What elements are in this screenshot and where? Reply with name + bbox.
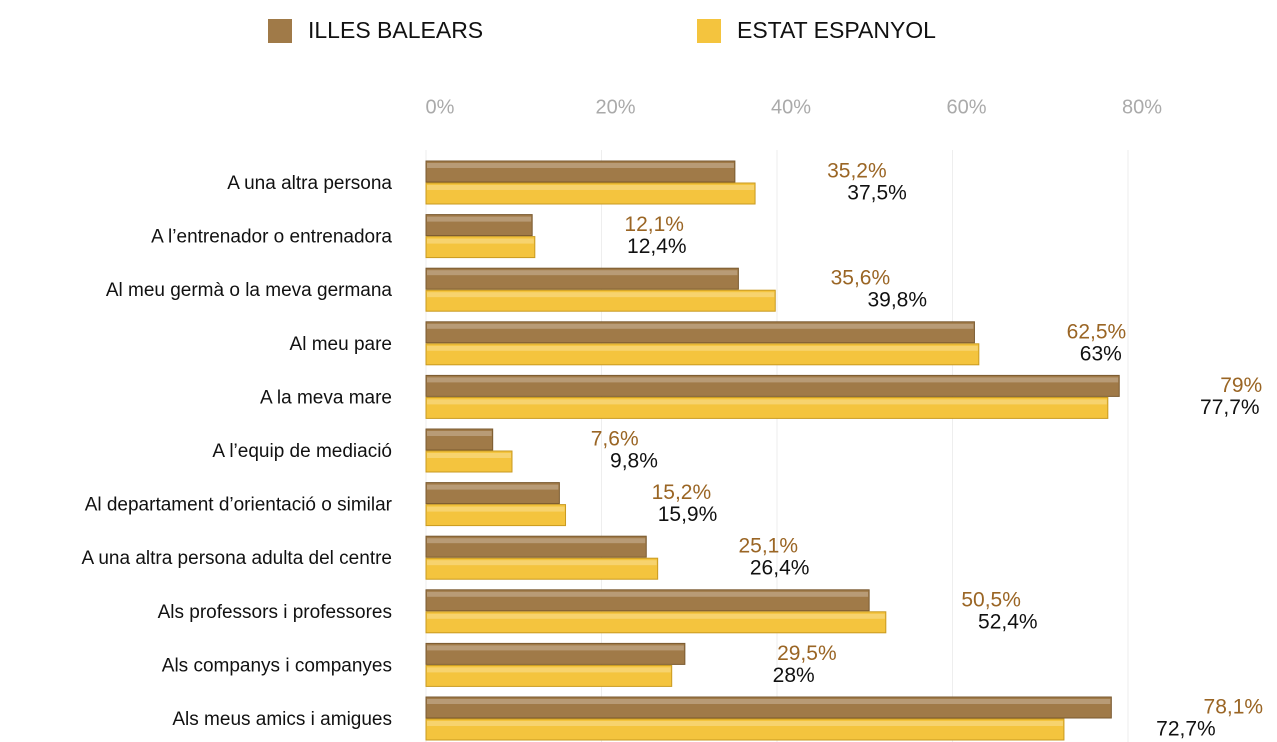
- bar-highlight: [427, 699, 1111, 704]
- category-label: A una altra persona: [227, 173, 392, 194]
- bar: [425, 396, 1109, 419]
- bar: [425, 557, 659, 580]
- x-tick-label: 0%: [426, 96, 455, 118]
- bar-highlight: [427, 185, 755, 190]
- value-label: 77,7%: [1200, 396, 1260, 419]
- value-label: 29,5%: [777, 642, 837, 665]
- bar-highlight: [427, 377, 1119, 383]
- bar-highlight: [427, 591, 869, 597]
- x-tick-label: 20%: [595, 96, 635, 118]
- value-label: 37,5%: [847, 182, 907, 205]
- value-label: 78,1%: [1204, 696, 1264, 719]
- bar-highlight: [427, 560, 657, 566]
- category-label: Al departament d’orientació o similar: [85, 495, 393, 516]
- value-label: 72,7%: [1156, 718, 1216, 741]
- bar: [425, 718, 1065, 741]
- category-label: A una altra persona adulta del centre: [81, 548, 392, 569]
- bar: [425, 482, 560, 505]
- value-label: 63%: [1080, 342, 1122, 365]
- bar: [425, 664, 673, 687]
- value-label: 35,6%: [831, 267, 891, 290]
- bar-highlight: [427, 645, 684, 651]
- bar: [425, 267, 739, 290]
- bar: [425, 343, 980, 366]
- value-label: 9,8%: [610, 450, 658, 473]
- bar: [425, 589, 870, 612]
- value-label: 39,8%: [867, 289, 927, 312]
- value-label: 35,2%: [827, 160, 887, 183]
- value-label: 25,1%: [738, 535, 798, 558]
- bar: [425, 289, 776, 312]
- value-label: 28%: [773, 664, 815, 687]
- bar-highlight: [427, 538, 646, 544]
- bar-highlight: [427, 506, 565, 512]
- bar: [425, 321, 975, 344]
- bar-highlight: [427, 667, 671, 673]
- bar-highlight: [427, 270, 738, 276]
- category-label: A la meva mare: [260, 387, 392, 408]
- bar: [425, 642, 686, 665]
- legend-label: ESTAT ESPANYOL: [737, 17, 936, 43]
- bar-highlight: [427, 345, 978, 351]
- value-label: 15,9%: [658, 503, 718, 526]
- bar-highlight: [427, 216, 532, 222]
- bar: [425, 236, 536, 259]
- x-tick-label: 80%: [1122, 96, 1162, 118]
- value-label: 79%: [1220, 374, 1262, 397]
- bar: [425, 160, 736, 183]
- bar: [425, 611, 887, 634]
- value-label: 26,4%: [750, 557, 810, 580]
- value-label: 50,5%: [961, 588, 1021, 611]
- bar: [425, 450, 513, 473]
- category-label: A l’entrenador o entrenadora: [151, 227, 392, 248]
- bar-highlight: [427, 238, 534, 244]
- category-label: A l’equip de mediació: [212, 441, 392, 462]
- value-label: 15,2%: [652, 481, 712, 504]
- bar-highlight: [427, 292, 775, 298]
- category-label: Als companys i companyes: [162, 655, 392, 676]
- bar-highlight: [427, 399, 1107, 405]
- category-label: Als meus amics i amigues: [172, 709, 392, 730]
- value-label: 52,4%: [978, 610, 1038, 633]
- legend-label: ILLES BALEARS: [308, 17, 483, 43]
- bar: [425, 504, 567, 527]
- legend-swatch: [268, 19, 292, 43]
- bar-highlight: [427, 453, 511, 458]
- bar-highlight: [427, 484, 559, 490]
- category-label: Als professors i professores: [158, 602, 392, 623]
- bar: [425, 374, 1120, 397]
- bar: [425, 182, 756, 205]
- value-label: 12,1%: [624, 213, 684, 236]
- value-label: 12,4%: [627, 235, 687, 258]
- legend-swatch: [697, 19, 721, 43]
- bar: [425, 535, 647, 558]
- bar: [425, 214, 533, 237]
- bar: [425, 696, 1112, 719]
- bar-highlight: [427, 323, 974, 329]
- x-tick-label: 60%: [946, 96, 986, 118]
- bar: [425, 428, 494, 451]
- bar-highlight: [427, 431, 492, 436]
- x-tick-label: 40%: [771, 96, 811, 118]
- value-label: 7,6%: [591, 428, 639, 451]
- bar-highlight: [427, 163, 734, 168]
- category-label: Al meu pare: [290, 334, 392, 355]
- bar-highlight: [427, 721, 1063, 726]
- value-label: 62,5%: [1067, 320, 1127, 343]
- category-label: Al meu germà o la meva germana: [106, 280, 393, 301]
- bar-highlight: [427, 613, 885, 619]
